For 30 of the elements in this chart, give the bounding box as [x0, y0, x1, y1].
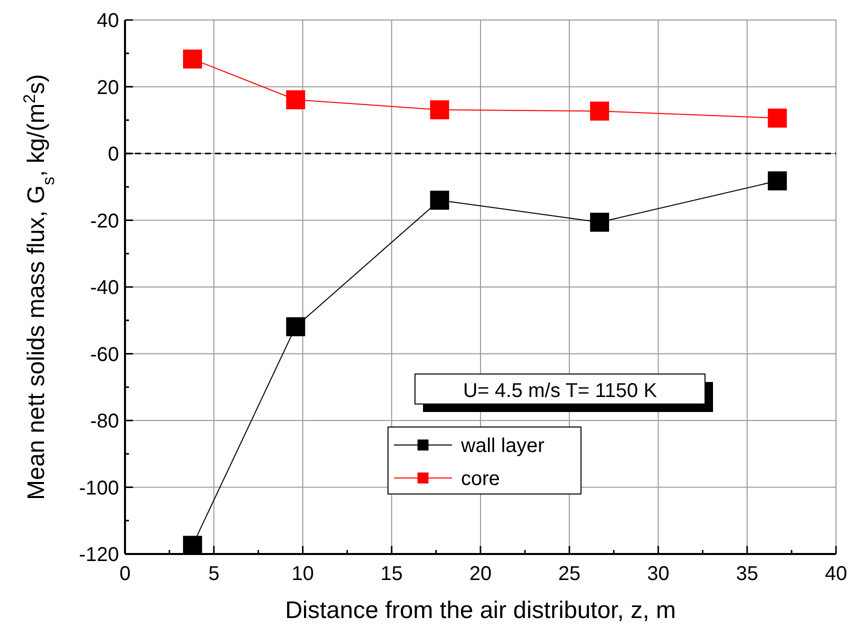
legend-label: wall layer — [460, 435, 545, 457]
y-tick-label: -80 — [90, 410, 119, 432]
point — [768, 108, 787, 128]
point — [768, 171, 787, 190]
point — [590, 102, 610, 121]
x-axis-title: Distance from the air distributor, z, m — [285, 597, 676, 624]
x-tick-label: 25 — [558, 563, 580, 585]
y-tick-label: 0 — [108, 144, 119, 166]
legend-label: core — [461, 468, 500, 490]
x-tick-label: 30 — [647, 563, 670, 585]
point — [430, 190, 450, 210]
y-tick-label: 40 — [96, 10, 119, 32]
y-tick-label: -40 — [90, 277, 119, 299]
point — [183, 50, 202, 69]
point — [430, 100, 450, 120]
x-tick-label: 5 — [208, 563, 220, 585]
x-tick-label: 10 — [292, 563, 314, 585]
y-tick-label: -100 — [78, 477, 119, 500]
y-tick-label: -60 — [90, 344, 119, 366]
y-tick-label: 20 — [96, 76, 119, 99]
x-tick-label: 40 — [824, 563, 848, 585]
y-tick-label: -20 — [90, 210, 119, 232]
x-tick-label: 20 — [469, 563, 492, 585]
point — [286, 90, 306, 110]
point — [286, 317, 306, 336]
x-tick-label: 15 — [380, 563, 403, 585]
annotation: U= 4.5 m/s T= 1150 K — [463, 380, 658, 402]
point — [590, 212, 610, 232]
y-tick-label: -120 — [78, 544, 119, 566]
x-tick-label: 35 — [736, 563, 758, 585]
